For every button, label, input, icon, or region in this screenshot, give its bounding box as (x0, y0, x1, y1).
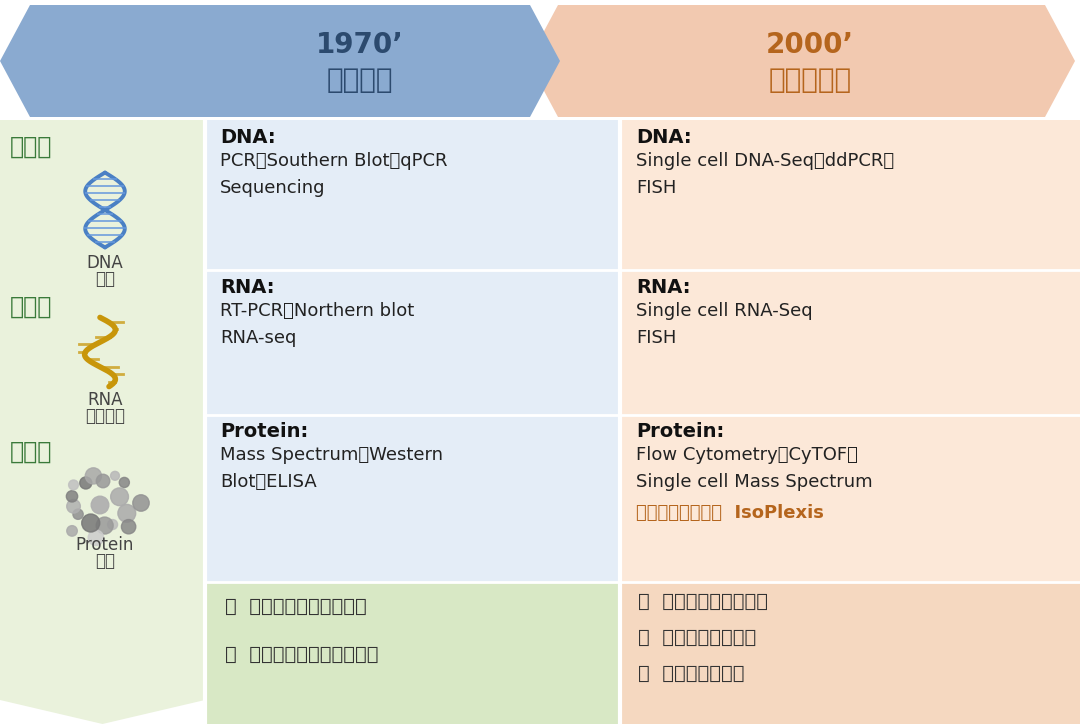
Text: Flow Cytometry、CyTOF、
Single cell Mass Spectrum: Flow Cytometry、CyTOF、 Single cell Mass S… (636, 446, 873, 491)
Circle shape (66, 491, 78, 502)
Circle shape (96, 517, 113, 534)
Text: －  非靶向蛋白质检测: － 非靶向蛋白质检测 (638, 628, 756, 647)
Text: RT-PCR、Northern blot
RNA-seq: RT-PCR、Northern blot RNA-seq (220, 302, 415, 347)
Circle shape (73, 509, 83, 519)
Circle shape (110, 488, 129, 505)
Polygon shape (528, 5, 1075, 117)
Circle shape (108, 520, 118, 529)
Circle shape (110, 471, 120, 480)
Polygon shape (205, 582, 620, 724)
Polygon shape (0, 120, 205, 582)
Circle shape (118, 505, 136, 522)
Polygon shape (0, 582, 205, 724)
Text: 工具: 工具 (95, 552, 114, 570)
Circle shape (69, 480, 79, 490)
Text: 基因组: 基因组 (10, 135, 52, 159)
Text: 单细胞水平: 单细胞水平 (769, 66, 851, 94)
Polygon shape (205, 120, 620, 582)
Text: 2000’: 2000’ (766, 31, 854, 59)
Text: DNA:: DNA: (220, 128, 275, 147)
Text: RNA: RNA (87, 391, 123, 409)
Circle shape (67, 526, 78, 536)
Text: －  基因组或转录组测序: － 基因组或转录组测序 (638, 592, 768, 611)
Text: －  无法分辨细胞之间异质性: － 无法分辨细胞之间异质性 (225, 645, 378, 664)
Text: Protein:: Protein: (636, 422, 725, 441)
Circle shape (121, 520, 136, 534)
Text: DNA:: DNA: (636, 128, 691, 147)
Circle shape (85, 468, 102, 484)
Text: RNA:: RNA: (636, 278, 690, 297)
Polygon shape (0, 5, 561, 117)
Circle shape (82, 514, 99, 532)
Polygon shape (620, 582, 1080, 724)
Text: －  基础群体平均水平检测: － 基础群体平均水平检测 (225, 597, 367, 616)
Text: 蛋白组: 蛋白组 (10, 440, 52, 464)
Circle shape (119, 477, 130, 487)
Text: Single cell DNA-Seq、ddPCR、
FISH: Single cell DNA-Seq、ddPCR、 FISH (636, 152, 894, 197)
Text: Mass Spectrum、Western
Blot、ELISA: Mass Spectrum、Western Blot、ELISA (220, 446, 443, 491)
Text: Single cell RNA-Seq
FISH: Single cell RNA-Seq FISH (636, 302, 812, 347)
Text: 单细胞蛋白质组学  IsoPlexis: 单细胞蛋白质组学 IsoPlexis (636, 504, 824, 522)
Text: 1970’: 1970’ (316, 31, 404, 59)
Circle shape (89, 530, 104, 545)
Text: 工作流程: 工作流程 (85, 407, 125, 425)
Circle shape (80, 477, 92, 489)
Text: 蓝图: 蓝图 (95, 270, 114, 288)
Circle shape (67, 500, 80, 513)
Text: RNA:: RNA: (220, 278, 274, 297)
Text: 群组水平: 群组水平 (327, 66, 393, 94)
Text: －  膜表面蛋白检测: － 膜表面蛋白检测 (638, 664, 744, 683)
Circle shape (133, 494, 149, 511)
Text: Protein:: Protein: (220, 422, 308, 441)
Text: 转录组: 转录组 (10, 295, 52, 319)
Circle shape (91, 496, 109, 514)
Text: Protein: Protein (76, 536, 134, 554)
Text: DNA: DNA (86, 254, 123, 272)
Text: PCR、Southern Blot、qPCR
Sequencing: PCR、Southern Blot、qPCR Sequencing (220, 152, 447, 197)
Circle shape (96, 474, 110, 488)
Polygon shape (620, 120, 1080, 582)
